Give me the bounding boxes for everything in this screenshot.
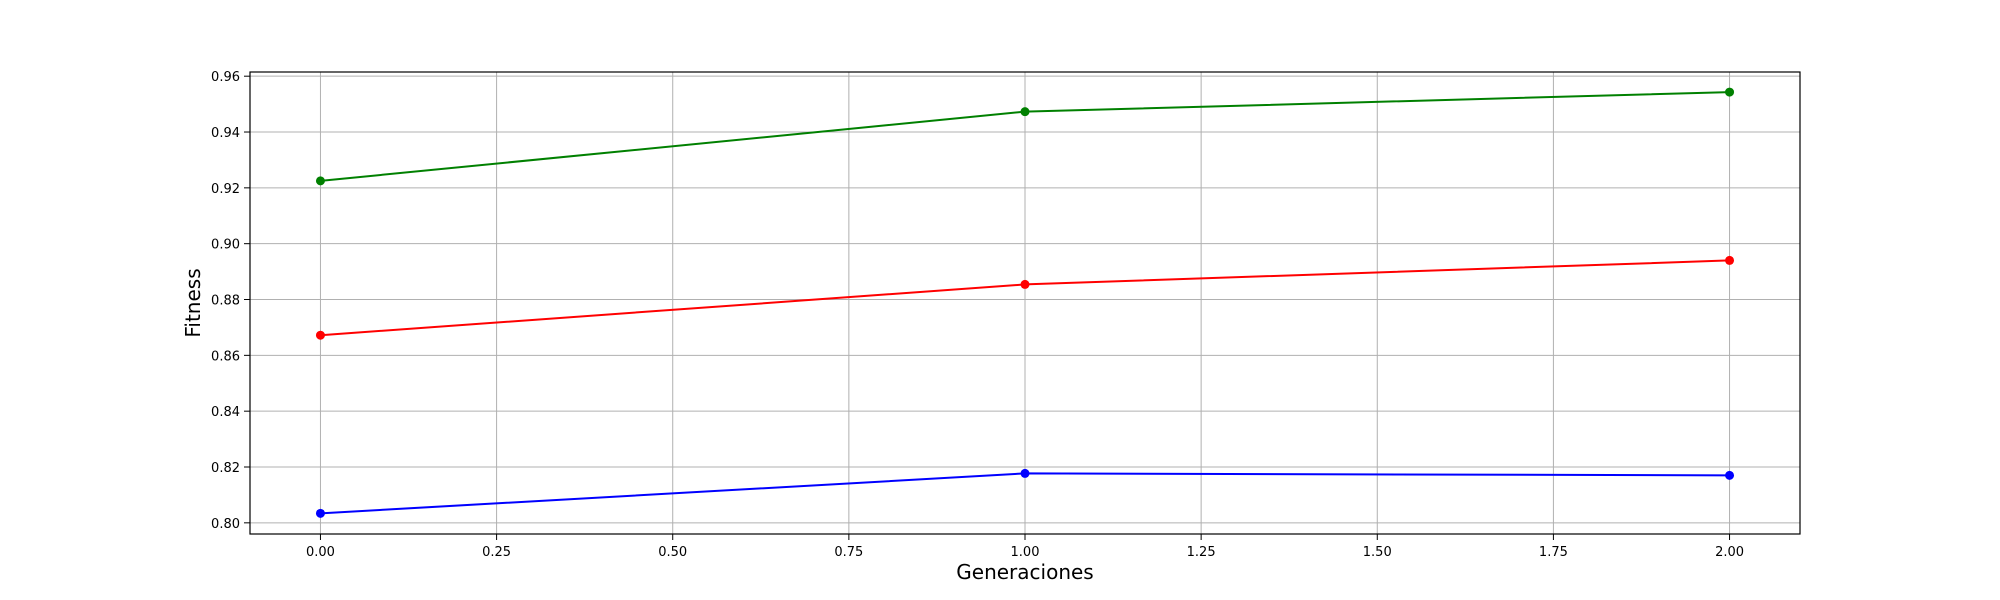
x-tick-label: 0.25	[482, 545, 511, 560]
data-point	[315, 508, 325, 518]
y-axis-title: Fitness	[181, 268, 205, 337]
y-tick-label: 0.90	[211, 238, 240, 253]
grid-lines	[250, 72, 1800, 534]
y-tick-label: 0.92	[211, 182, 240, 197]
data-point	[315, 176, 325, 186]
x-tick-label: 2.00	[1715, 545, 1744, 560]
data-point	[1725, 470, 1735, 480]
axis-ticks: 0.00 0.25 0.50 0.75 1.00 1.25 1.50 1.75 2.00 0.80…	[211, 70, 1744, 560]
series-layer	[315, 87, 1735, 518]
data-point	[315, 330, 325, 340]
x-tick-label: 0.75	[834, 545, 863, 560]
x-tick-label: 0.00	[306, 545, 335, 560]
x-axis-title: Generaciones	[956, 560, 1093, 584]
x-tick-label: 1.50	[1363, 545, 1392, 560]
y-tick-label: 0.94	[211, 126, 240, 141]
x-tick-label: 0.50	[658, 545, 687, 560]
y-tick-label: 0.86	[211, 349, 240, 364]
y-tick-label: 0.84	[211, 405, 240, 420]
data-point	[1020, 468, 1030, 478]
y-tick-label: 0.96	[211, 70, 240, 85]
x-tick-label: 1.00	[1011, 545, 1040, 560]
x-tick-label: 1.75	[1539, 545, 1568, 560]
x-tick-label: 1.25	[1187, 545, 1216, 560]
y-tick-label: 0.80	[211, 517, 240, 532]
y-tick-label: 0.82	[211, 461, 240, 476]
data-point	[1020, 107, 1030, 117]
data-point	[1725, 255, 1735, 265]
data-point	[1725, 87, 1735, 97]
data-point	[1020, 279, 1030, 289]
y-tick-label: 0.88	[211, 294, 240, 309]
